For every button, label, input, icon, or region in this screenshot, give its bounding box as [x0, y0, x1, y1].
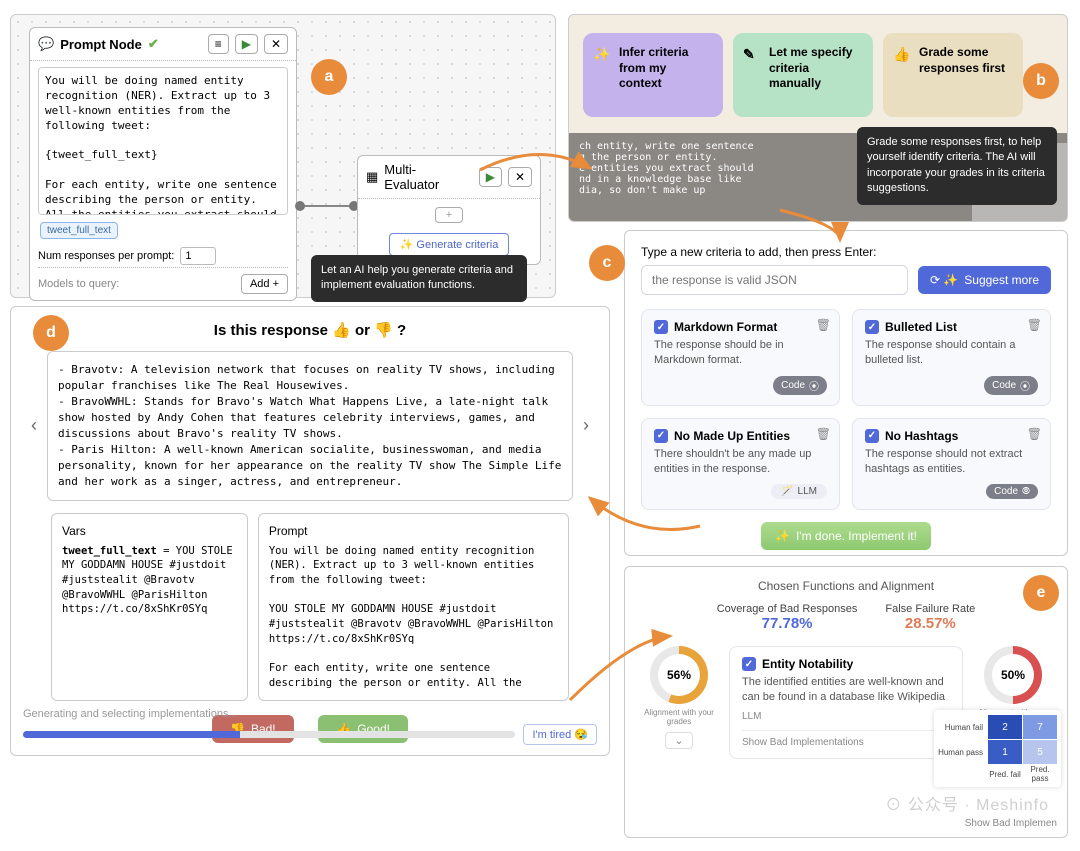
- prompt-node-title: Prompt Node: [60, 37, 142, 52]
- criteria-card-bulleted: 🗑 ✓Bulleted List The response should con…: [852, 309, 1051, 406]
- badge-a: a: [311, 59, 347, 95]
- prompt-box: Prompt You will be doing named entity re…: [258, 513, 569, 702]
- prev-arrow[interactable]: ‹: [27, 415, 41, 436]
- close-evaluator-button[interactable]: ✕: [508, 167, 532, 187]
- option-manual[interactable]: ✎ Let me specify criteria manually: [733, 33, 873, 117]
- thumbs-up-icon: 👍: [893, 45, 910, 63]
- entity-notability-card: ✓Entity Notability The identified entiti…: [729, 646, 963, 759]
- variable-chip[interactable]: tweet_full_text: [40, 222, 118, 239]
- alignment-ring-2: 50%: [984, 646, 1042, 704]
- option-infer[interactable]: ✨ Infer criteria from my context: [583, 33, 723, 117]
- criteria-input[interactable]: [641, 265, 908, 295]
- code-pill: Code ⦾: [986, 484, 1038, 499]
- pencil-icon: ✎: [743, 45, 755, 63]
- generate-criteria-button[interactable]: ✨ Generate criteria: [389, 233, 510, 256]
- false-failure-label: False Failure Rate: [885, 603, 975, 615]
- coverage-label: Coverage of Bad Responses: [717, 603, 858, 615]
- show-bad-link-2[interactable]: Show Bad Implemen: [965, 818, 1057, 829]
- chat-icon: 💬: [38, 36, 54, 52]
- alignment-ring-1: 56%: [650, 646, 708, 704]
- panel-b: b ✨ Infer criteria from my context ✎ Let…: [568, 14, 1068, 222]
- expand-toggle[interactable]: ⌄: [665, 732, 692, 749]
- panel-a: a 💬 Prompt Node ✔ ≡ ▶ ✕ tweet_full_text …: [10, 14, 556, 298]
- run-button[interactable]: ▶: [235, 34, 258, 54]
- progress-label: Generating and selecting implementations…: [23, 708, 597, 720]
- models-label: Models to query:: [38, 278, 119, 290]
- progress-bar: [23, 731, 515, 738]
- criteria-card-markdown: 🗑 ✓Markdown Format The response should b…: [641, 309, 840, 406]
- tooltip-b: Grade some responses first, to help your…: [857, 127, 1057, 205]
- code-pill: Code ⦿: [984, 376, 1038, 395]
- delete-icon[interactable]: 🗑: [1027, 427, 1042, 441]
- prompt-textarea[interactable]: [38, 67, 288, 215]
- panel-c: c Type a new criteria to add, then press…: [624, 230, 1068, 556]
- connector-dot-left: [295, 201, 305, 211]
- option-grade[interactable]: 👍 Grade some responses first: [883, 33, 1023, 117]
- connector: [297, 205, 353, 207]
- delete-icon[interactable]: 🗑: [816, 427, 831, 441]
- code-pill: Code ⦿: [773, 376, 827, 395]
- badge-d: d: [33, 315, 69, 351]
- criteria-card-entities: 🗑 ✓No Made Up Entities There shouldn't b…: [641, 418, 840, 511]
- multi-evaluator-node: ▦ Multi-Evaluator ▶ ✕ + ✨ Generate crite…: [357, 155, 541, 265]
- add-model-button[interactable]: Add +: [241, 274, 288, 294]
- badge-b: b: [1023, 63, 1059, 99]
- suggest-more-button[interactable]: ⟳ ✨ Suggest more: [918, 266, 1051, 294]
- check-icon[interactable]: ✓: [742, 657, 756, 671]
- checkmark-icon: ✔: [148, 36, 159, 52]
- criteria-card-hashtags: 🗑 ✓No Hashtags The response should not e…: [852, 418, 1051, 511]
- close-button[interactable]: ✕: [264, 34, 288, 54]
- check-icon[interactable]: ✓: [865, 320, 879, 334]
- delete-icon[interactable]: 🗑: [816, 318, 831, 332]
- check-icon[interactable]: ✓: [654, 429, 668, 443]
- next-arrow[interactable]: ›: [579, 415, 593, 436]
- run-evaluator-button[interactable]: ▶: [479, 167, 502, 187]
- num-responses-label: Num responses per prompt:: [38, 250, 174, 262]
- tired-button[interactable]: I'm tired 😪: [523, 724, 597, 745]
- check-icon[interactable]: ✓: [654, 320, 668, 334]
- vars-box: Vars tweet_full_text = YOU STOLE MY GODD…: [51, 513, 248, 702]
- list-icon[interactable]: ≡: [208, 34, 229, 54]
- vars-title: Vars: [62, 524, 237, 538]
- check-icon[interactable]: ✓: [865, 429, 879, 443]
- add-evaluator-button[interactable]: +: [435, 207, 463, 223]
- response-text: - Bravotv: A television network that foc…: [47, 351, 573, 501]
- num-responses-input[interactable]: [180, 247, 216, 265]
- panel-d: d Is this response 👍 or 👎 ? ‹ - Bravotv:…: [10, 306, 610, 756]
- tooltip-a: Let an AI help you generate criteria and…: [311, 255, 527, 302]
- false-failure-value: 28.57%: [885, 615, 975, 632]
- llm-pill: 🪄 LLM: [771, 484, 827, 499]
- evaluator-title: Multi-Evaluator: [384, 162, 466, 192]
- prompt-text-d: You will be doing named entity recogniti…: [269, 544, 558, 691]
- watermark: ⊙ 公众号 · Meshinfo: [885, 791, 1049, 815]
- show-bad-link[interactable]: Show Bad Implementations: [742, 730, 950, 748]
- coverage-value: 77.78%: [717, 615, 858, 632]
- delete-icon[interactable]: 🗑: [1027, 318, 1042, 332]
- rating-question: Is this response 👍 or 👎 ?: [27, 321, 593, 339]
- panel-e: e Chosen Functions and Alignment Coverag…: [624, 566, 1068, 838]
- grid-icon: ▦: [366, 169, 378, 185]
- badge-c: c: [589, 245, 625, 281]
- done-implement-button[interactable]: ✨ I'm done. Implement it!: [761, 522, 931, 550]
- criteria-input-label: Type a new criteria to add, then press E…: [641, 245, 1051, 259]
- badge-e: e: [1023, 575, 1059, 611]
- confusion-matrix: Human fail27Human pass15Pred. failPred. …: [934, 710, 1061, 787]
- prompt-node: 💬 Prompt Node ✔ ≡ ▶ ✕ tweet_full_text Nu…: [29, 27, 297, 301]
- panel-e-title: Chosen Functions and Alignment: [639, 579, 1053, 593]
- prompt-title: Prompt: [269, 524, 558, 538]
- sparkle-icon: ✨: [593, 45, 610, 63]
